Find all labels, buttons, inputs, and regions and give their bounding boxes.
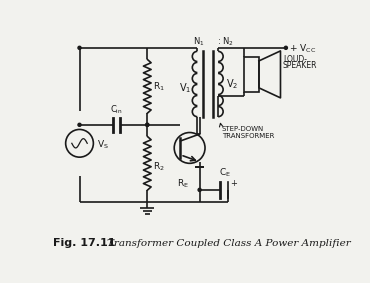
Text: LOUD-: LOUD-	[283, 55, 307, 64]
Text: +: +	[230, 179, 236, 188]
Text: : N$_\mathregular{2}$: : N$_\mathregular{2}$	[216, 35, 233, 48]
Text: R$_\mathregular{1}$: R$_\mathregular{1}$	[154, 80, 165, 93]
Circle shape	[198, 188, 201, 191]
Text: V$_\mathregular{S}$: V$_\mathregular{S}$	[97, 139, 109, 151]
Text: TRANSFORMER: TRANSFORMER	[222, 133, 274, 139]
Text: C$_\mathregular{in}$: C$_\mathregular{in}$	[110, 103, 123, 115]
Bar	[243, 57, 259, 92]
Text: V$_\mathregular{1}$: V$_\mathregular{1}$	[179, 81, 191, 95]
Text: N$_\mathregular{1}$: N$_\mathregular{1}$	[193, 35, 205, 48]
Circle shape	[146, 123, 149, 127]
Text: STEP-DOWN: STEP-DOWN	[222, 127, 264, 132]
Circle shape	[78, 123, 81, 127]
Circle shape	[146, 123, 149, 127]
Text: Fig. 17.11: Fig. 17.11	[53, 238, 116, 248]
Text: Transformer Coupled Class A Power Amplifier: Transformer Coupled Class A Power Amplif…	[107, 239, 351, 248]
Text: V$_\mathregular{2}$: V$_\mathregular{2}$	[226, 77, 238, 91]
Text: R$_\mathregular{E}$: R$_\mathregular{E}$	[177, 177, 189, 190]
Circle shape	[284, 46, 287, 49]
Text: C$_\mathregular{E}$: C$_\mathregular{E}$	[219, 167, 231, 179]
Text: + V$_\mathregular{CC}$: + V$_\mathregular{CC}$	[289, 42, 316, 55]
Circle shape	[78, 46, 81, 49]
Text: SPEAKER: SPEAKER	[283, 61, 317, 70]
Text: R$_\mathregular{2}$: R$_\mathregular{2}$	[154, 161, 165, 173]
